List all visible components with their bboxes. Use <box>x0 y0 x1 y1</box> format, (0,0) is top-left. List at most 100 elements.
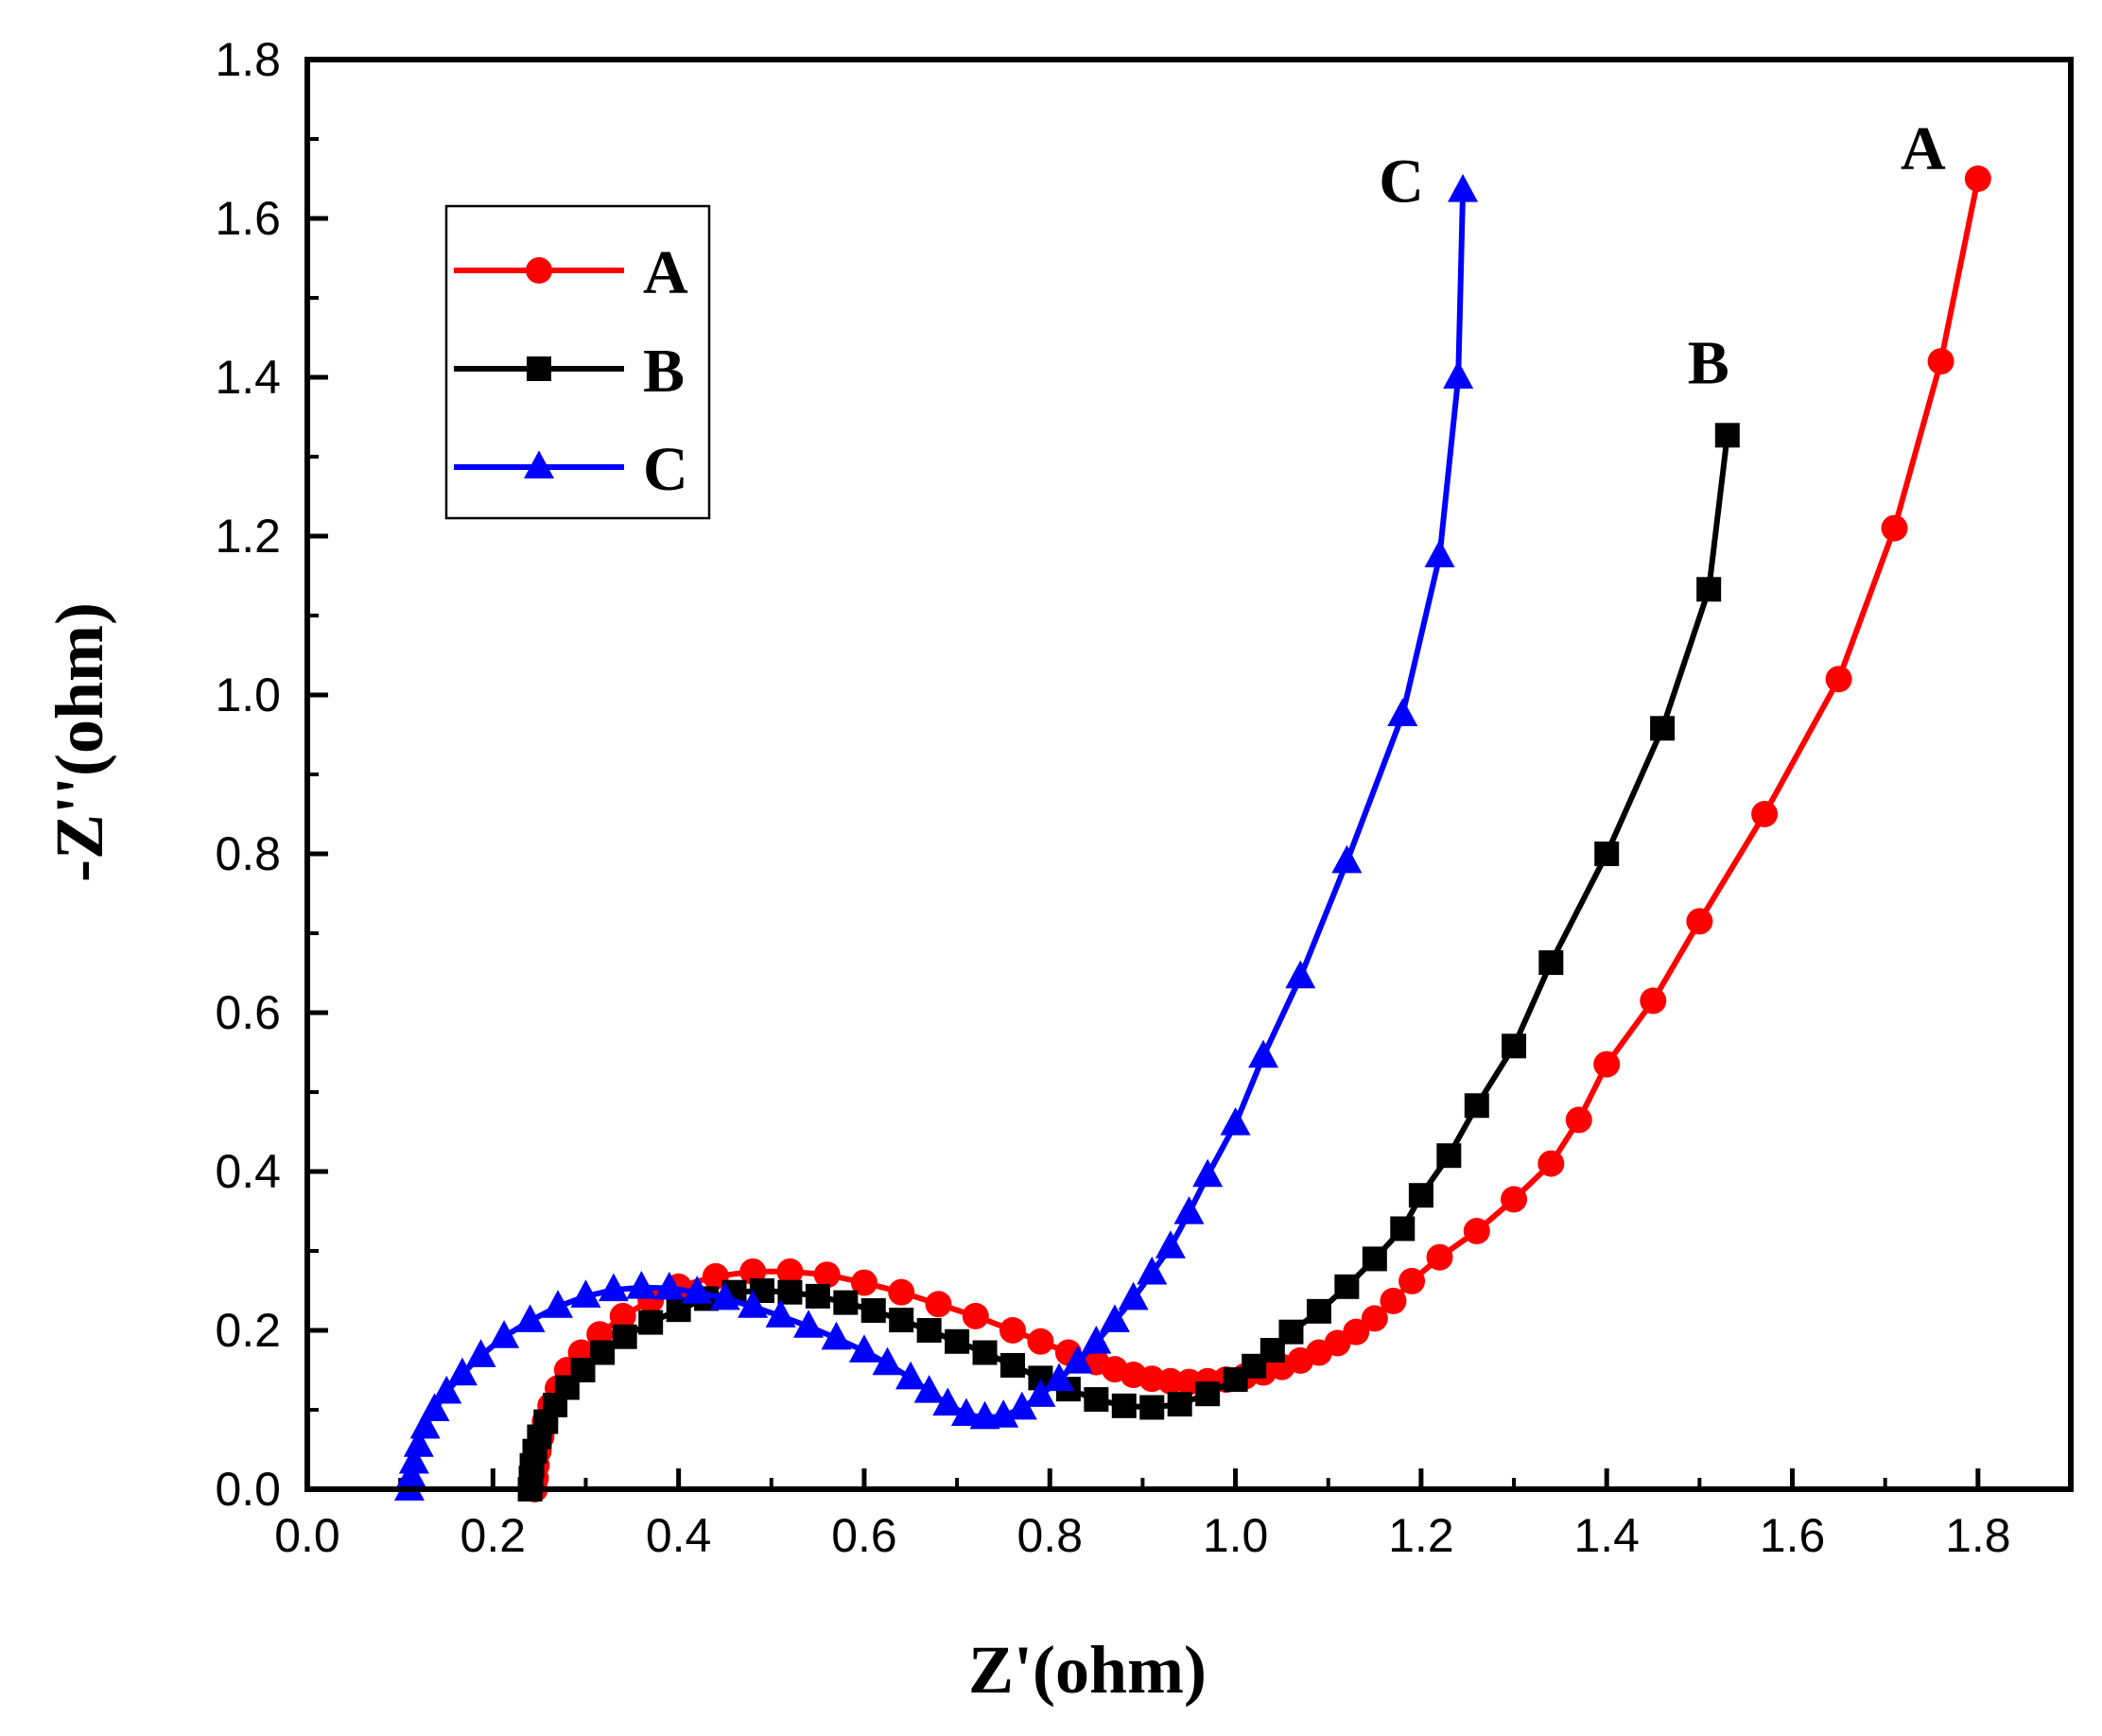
data-point-c <box>403 1429 434 1457</box>
data-point-b <box>1538 950 1564 976</box>
data-point-a <box>1361 1305 1388 1332</box>
data-point-c <box>738 1290 769 1318</box>
x-axis-title: Z'(ohm) <box>968 1632 1207 1708</box>
data-point-c <box>1099 1304 1130 1332</box>
data-point-a <box>1537 1150 1565 1177</box>
data-point-a <box>1640 987 1667 1015</box>
data-point-c <box>446 1357 478 1386</box>
data-point-c <box>431 1375 462 1404</box>
plot-frame <box>304 57 2074 1492</box>
data-point-a <box>813 1261 841 1289</box>
data-point-c <box>1155 1230 1186 1259</box>
data-point-c <box>1443 360 1474 389</box>
data-point-b <box>1408 1183 1433 1208</box>
data-point-b <box>860 1298 886 1323</box>
data-point-c <box>514 1304 546 1332</box>
data-point-b <box>1334 1274 1360 1299</box>
data-point-c <box>1387 698 1418 726</box>
end-label-b: B <box>1688 328 1729 397</box>
data-point-c <box>1173 1196 1205 1224</box>
x-tick-label: 0.6 <box>831 1509 897 1562</box>
data-point-a <box>739 1258 767 1285</box>
data-point-b <box>612 1324 637 1349</box>
x-tick-label: 1.2 <box>1388 1509 1454 1562</box>
data-point-c <box>932 1387 964 1416</box>
data-point-b <box>638 1310 664 1335</box>
end-label-a: A <box>1901 114 1946 183</box>
data-point-b <box>1594 842 1620 866</box>
data-point-a <box>1343 1318 1370 1345</box>
data-point-a <box>1825 666 1852 693</box>
data-point-c <box>465 1339 496 1367</box>
data-point-c <box>821 1321 852 1350</box>
legend: ABC <box>444 204 711 520</box>
y-tick-label: 1.8 <box>215 33 281 86</box>
data-point-a <box>888 1278 915 1306</box>
data-point-c <box>1025 1379 1056 1407</box>
x-tick-label: 1.0 <box>1203 1509 1269 1562</box>
y-tick-label: 0.0 <box>215 1463 281 1516</box>
data-point-b <box>1464 1093 1489 1119</box>
y-tick-label: 0.2 <box>215 1304 281 1357</box>
y-tick-label: 0.4 <box>215 1145 281 1198</box>
data-point-b <box>1000 1352 1025 1378</box>
data-point-b <box>889 1308 914 1333</box>
x-tick-label: 0.0 <box>274 1509 340 1562</box>
y-tick-label: 1.2 <box>215 510 281 563</box>
data-point-c <box>950 1397 982 1427</box>
legend-marker-b <box>527 356 551 381</box>
data-point-a <box>1751 801 1779 827</box>
y-axis-title: -Z''(ohm) <box>42 602 117 882</box>
data-point-c <box>1448 174 1479 202</box>
data-point-b <box>945 1328 970 1354</box>
data-point-a <box>1463 1218 1490 1244</box>
data-point-b <box>833 1290 859 1315</box>
end-label-c: C <box>1379 148 1424 217</box>
data-point-b <box>1306 1298 1331 1324</box>
data-point-c <box>1006 1391 1037 1420</box>
data-point-a <box>925 1291 952 1318</box>
data-point-c <box>872 1346 903 1376</box>
data-point-b <box>1084 1387 1109 1413</box>
data-point-b <box>972 1340 998 1365</box>
data-point-a <box>1593 1050 1621 1078</box>
data-point-a <box>1686 908 1713 935</box>
y-tick-label: 1.0 <box>215 668 281 721</box>
data-point-c <box>765 1299 796 1328</box>
data-point-b <box>1362 1246 1387 1272</box>
data-point-a <box>609 1302 636 1329</box>
x-tick-label: 1.8 <box>1945 1509 2011 1562</box>
data-point-b <box>1436 1143 1462 1169</box>
series-c <box>393 174 1479 1501</box>
data-point-c <box>988 1399 1019 1428</box>
data-point-a <box>1426 1243 1453 1271</box>
data-point-c <box>598 1273 629 1302</box>
data-point-c <box>395 1459 426 1488</box>
legend-label-a: A <box>643 238 688 307</box>
data-point-a <box>1156 1367 1184 1395</box>
data-point-c <box>419 1393 450 1421</box>
legend-marker-c <box>524 450 554 478</box>
data-point-b <box>1390 1216 1416 1241</box>
data-point-a <box>1398 1267 1426 1294</box>
data-point-a <box>999 1317 1026 1344</box>
data-point-b <box>916 1318 942 1343</box>
data-point-a <box>1881 514 1908 542</box>
data-point-c <box>1081 1326 1112 1354</box>
data-point-b <box>1650 716 1676 741</box>
data-point-b <box>805 1283 830 1309</box>
data-point-c <box>543 1290 574 1318</box>
x-tick-label: 1.4 <box>1573 1509 1640 1562</box>
data-point-c <box>626 1271 657 1299</box>
data-point-b <box>1167 1392 1192 1417</box>
x-tick-label: 0.8 <box>1017 1509 1084 1562</box>
data-point-a <box>1964 165 1991 192</box>
data-point-c <box>1220 1107 1251 1136</box>
data-point-c <box>409 1410 441 1439</box>
data-point-b <box>1111 1393 1137 1418</box>
x-tick-label: 0.2 <box>460 1509 527 1562</box>
data-point-c <box>913 1375 945 1403</box>
data-point-c <box>1331 844 1363 874</box>
x-tick-label: 0.4 <box>646 1509 712 1562</box>
